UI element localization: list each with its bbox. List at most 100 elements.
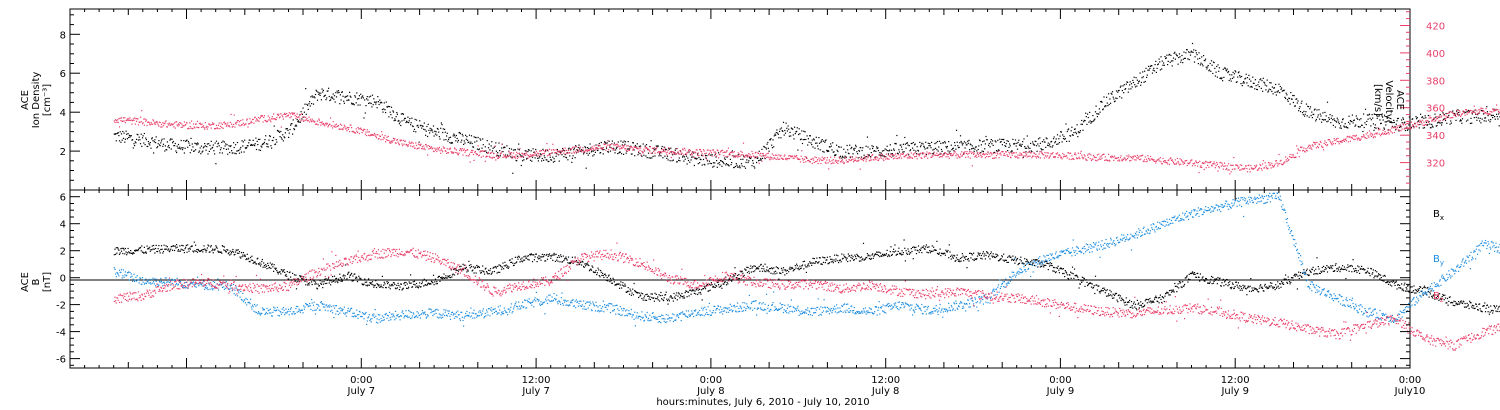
velocity-series-point [1090, 159, 1093, 162]
density-series-point [219, 152, 221, 154]
velocity-series-point [558, 151, 560, 153]
velocity-series-point [642, 151, 644, 153]
density-series-point [1292, 101, 1294, 104]
density-series-point [948, 141, 950, 143]
velocity-series-point [535, 152, 537, 154]
density-series-point [1460, 120, 1462, 122]
velocity-series-point [573, 152, 575, 154]
velocity-series-point [765, 154, 767, 156]
density-series-point [1121, 97, 1123, 99]
velocity-series-point [999, 153, 1001, 155]
velocity-series-point [451, 152, 453, 154]
density-series-point [711, 154, 713, 156]
velocity-series-point [675, 153, 677, 156]
velocity-series-point [301, 116, 303, 118]
velocity-series-point [1110, 156, 1112, 158]
density-series-point [300, 111, 302, 113]
density-series-point [830, 145, 832, 147]
velocity-series-point [858, 156, 861, 159]
velocity-series-point [252, 118, 254, 121]
velocity-series-point [272, 118, 274, 120]
density-series-point [1304, 113, 1306, 115]
density-series-point [198, 150, 201, 152]
density-series-point [193, 150, 195, 152]
velocity-series-point [406, 144, 408, 146]
density-series-point [1326, 101, 1329, 103]
density-series-point [485, 150, 487, 152]
bx-series-point [232, 248, 234, 251]
density-series-point [1390, 121, 1392, 123]
density-series-point [1314, 108, 1316, 110]
velocity-series-point [524, 154, 526, 156]
velocity-series-point [548, 148, 551, 150]
velocity-series-point [1152, 160, 1154, 162]
density-series-point [678, 157, 680, 159]
density-series-point [1044, 141, 1046, 143]
density-series-point [318, 93, 320, 95]
velocity-series-point [925, 153, 927, 155]
velocity-series-point [263, 115, 265, 117]
density-series-point [120, 133, 123, 135]
density-series-point [1439, 114, 1441, 116]
velocity-series-point [1334, 139, 1336, 141]
density-series-point [631, 153, 633, 155]
velocity-series-point [484, 150, 486, 152]
velocity-series-point [338, 128, 340, 130]
density-series-point [133, 143, 135, 145]
velocity-series-point [781, 157, 783, 159]
density-series-point [1380, 123, 1382, 125]
velocity-series-point [1129, 156, 1131, 158]
velocity-series-point [1019, 152, 1021, 154]
density-series-point [903, 151, 905, 153]
density-series-point [1035, 140, 1037, 143]
density-series-point [425, 134, 427, 136]
bx-series-point [132, 253, 134, 255]
density-series-point [855, 146, 857, 148]
velocity-series-point [438, 146, 440, 148]
velocity-series-point [202, 125, 204, 127]
density-series-point [670, 147, 672, 149]
bx-series-point [212, 252, 214, 254]
velocity-series-point [912, 154, 914, 156]
density-series-point [801, 142, 804, 145]
density-series-point [451, 142, 454, 144]
density-series-point [1076, 124, 1078, 126]
density-series-point [1107, 105, 1109, 107]
density-series-point [697, 163, 699, 165]
density-series-point [1441, 124, 1443, 126]
density-series-point [967, 140, 969, 142]
density-series-point [527, 149, 530, 151]
density-series-point [1386, 117, 1388, 119]
velocity-series-point [1479, 109, 1481, 111]
density-series-point [279, 136, 281, 138]
density-series-point [479, 138, 481, 140]
density-series-point [724, 158, 726, 160]
bx-series-point [153, 244, 155, 247]
velocity-series-point [758, 162, 760, 164]
density-series-point [129, 136, 131, 138]
density-series-point [622, 141, 624, 143]
density-series-point [826, 150, 828, 153]
velocity-series-point [552, 149, 554, 151]
density-series-point [439, 138, 441, 140]
velocity-series-point [471, 151, 473, 153]
density-series-point [434, 133, 437, 135]
density-series-point [389, 106, 391, 108]
density-series-point [796, 127, 798, 129]
velocity-series-point [1420, 120, 1422, 122]
velocity-series-point [1481, 110, 1483, 112]
velocity-series-point [973, 152, 975, 154]
velocity-series-point [1408, 122, 1410, 124]
density-series-point [1286, 99, 1289, 101]
density-series-point [1066, 140, 1068, 142]
velocity-series-point [347, 126, 349, 129]
velocity-series-point [900, 157, 903, 159]
velocity-series-point [225, 125, 227, 127]
bx-series-point [204, 249, 206, 251]
velocity-series-point [954, 151, 956, 153]
density-series-point [1478, 112, 1480, 114]
velocity-series-point [864, 158, 866, 160]
velocity-series-point [386, 136, 388, 138]
velocity-series-point [1048, 157, 1050, 159]
density-series-point [476, 148, 478, 150]
